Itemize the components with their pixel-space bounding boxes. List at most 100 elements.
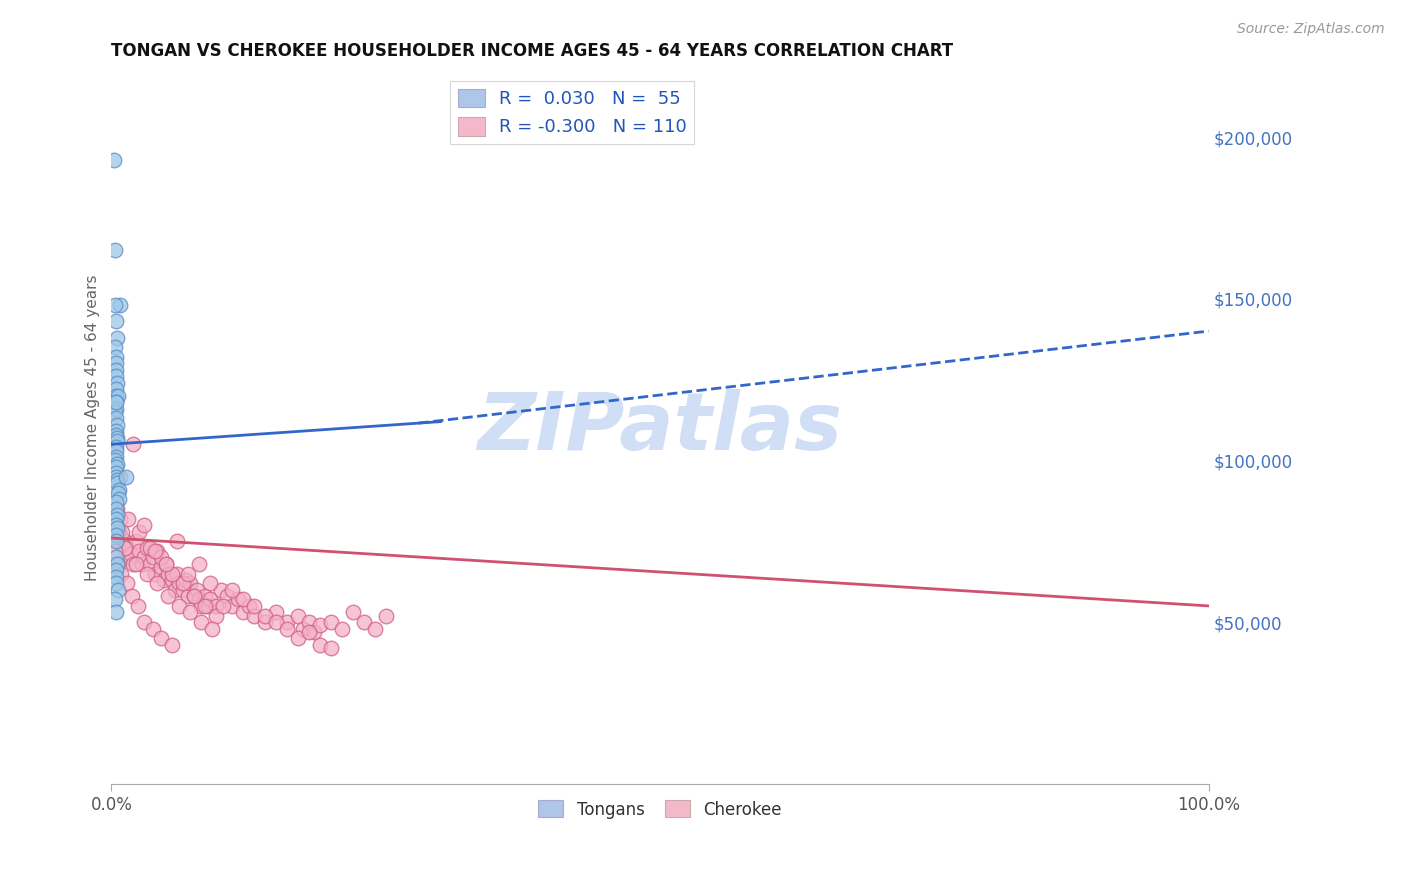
Point bbox=[115, 541, 138, 555]
Point bbox=[330, 622, 353, 636]
Point bbox=[128, 544, 150, 558]
Point bbox=[104, 544, 127, 558]
Point bbox=[104, 382, 127, 396]
Point bbox=[108, 524, 131, 539]
Point bbox=[309, 618, 332, 632]
Point bbox=[319, 640, 342, 655]
Point bbox=[104, 314, 127, 328]
Point bbox=[353, 615, 375, 629]
Point bbox=[374, 608, 396, 623]
Point bbox=[107, 389, 129, 403]
Point bbox=[253, 615, 276, 629]
Point bbox=[253, 608, 276, 623]
Legend: Tongans, Cherokee: Tongans, Cherokee bbox=[531, 794, 789, 825]
Point bbox=[194, 599, 217, 613]
Point bbox=[165, 582, 187, 597]
Point bbox=[221, 582, 243, 597]
Point bbox=[134, 615, 156, 629]
Point bbox=[342, 606, 364, 620]
Point bbox=[104, 425, 127, 439]
Point bbox=[108, 469, 131, 483]
Point bbox=[105, 502, 128, 516]
Point bbox=[110, 566, 132, 581]
Point bbox=[104, 340, 127, 354]
Point bbox=[209, 582, 232, 597]
Point bbox=[114, 541, 136, 555]
Point bbox=[298, 624, 321, 639]
Point bbox=[104, 405, 127, 419]
Point bbox=[143, 544, 166, 558]
Point bbox=[104, 534, 127, 549]
Point bbox=[105, 434, 128, 448]
Point bbox=[197, 599, 219, 613]
Point bbox=[215, 589, 238, 603]
Point bbox=[179, 606, 201, 620]
Point bbox=[104, 469, 127, 483]
Point bbox=[104, 411, 127, 425]
Point bbox=[364, 622, 387, 636]
Point bbox=[172, 582, 194, 597]
Point bbox=[104, 350, 127, 364]
Point bbox=[139, 541, 162, 555]
Point bbox=[146, 544, 169, 558]
Point bbox=[157, 566, 180, 581]
Point bbox=[276, 622, 298, 636]
Point bbox=[104, 395, 127, 409]
Point bbox=[146, 576, 169, 591]
Point bbox=[188, 557, 211, 571]
Point bbox=[107, 582, 129, 597]
Point bbox=[105, 508, 128, 523]
Point bbox=[115, 576, 138, 591]
Point bbox=[160, 573, 183, 587]
Point bbox=[104, 395, 127, 409]
Point bbox=[104, 502, 127, 516]
Point bbox=[104, 606, 127, 620]
Y-axis label: Householder Income Ages 45 - 64 years: Householder Income Ages 45 - 64 years bbox=[86, 275, 100, 582]
Point bbox=[183, 589, 205, 603]
Point bbox=[160, 638, 183, 652]
Point bbox=[118, 550, 141, 565]
Point bbox=[309, 638, 332, 652]
Point bbox=[194, 589, 217, 603]
Point bbox=[105, 417, 128, 432]
Point bbox=[166, 534, 188, 549]
Point bbox=[149, 632, 172, 646]
Point bbox=[104, 453, 127, 467]
Point bbox=[104, 592, 127, 607]
Point bbox=[105, 476, 128, 491]
Point bbox=[122, 557, 145, 571]
Point bbox=[105, 431, 128, 445]
Point bbox=[114, 534, 136, 549]
Point bbox=[107, 485, 129, 500]
Point bbox=[105, 473, 128, 487]
Point bbox=[153, 573, 176, 587]
Point bbox=[105, 457, 128, 471]
Point bbox=[121, 589, 143, 603]
Point bbox=[198, 576, 221, 591]
Point bbox=[111, 531, 134, 545]
Point bbox=[232, 606, 254, 620]
Point bbox=[124, 534, 146, 549]
Point bbox=[105, 330, 128, 344]
Point bbox=[155, 557, 177, 571]
Point bbox=[204, 599, 226, 613]
Point bbox=[142, 550, 165, 565]
Point bbox=[149, 560, 172, 574]
Point bbox=[104, 518, 127, 533]
Point bbox=[104, 518, 127, 533]
Point bbox=[111, 524, 134, 539]
Point bbox=[179, 576, 201, 591]
Point bbox=[104, 244, 127, 258]
Point bbox=[221, 599, 243, 613]
Point bbox=[186, 582, 208, 597]
Point bbox=[287, 608, 309, 623]
Point bbox=[174, 573, 197, 587]
Point bbox=[122, 437, 145, 451]
Point bbox=[319, 615, 342, 629]
Point bbox=[188, 592, 211, 607]
Point bbox=[104, 389, 127, 403]
Point bbox=[190, 615, 212, 629]
Point bbox=[127, 599, 149, 613]
Point bbox=[243, 608, 266, 623]
Point bbox=[108, 483, 131, 497]
